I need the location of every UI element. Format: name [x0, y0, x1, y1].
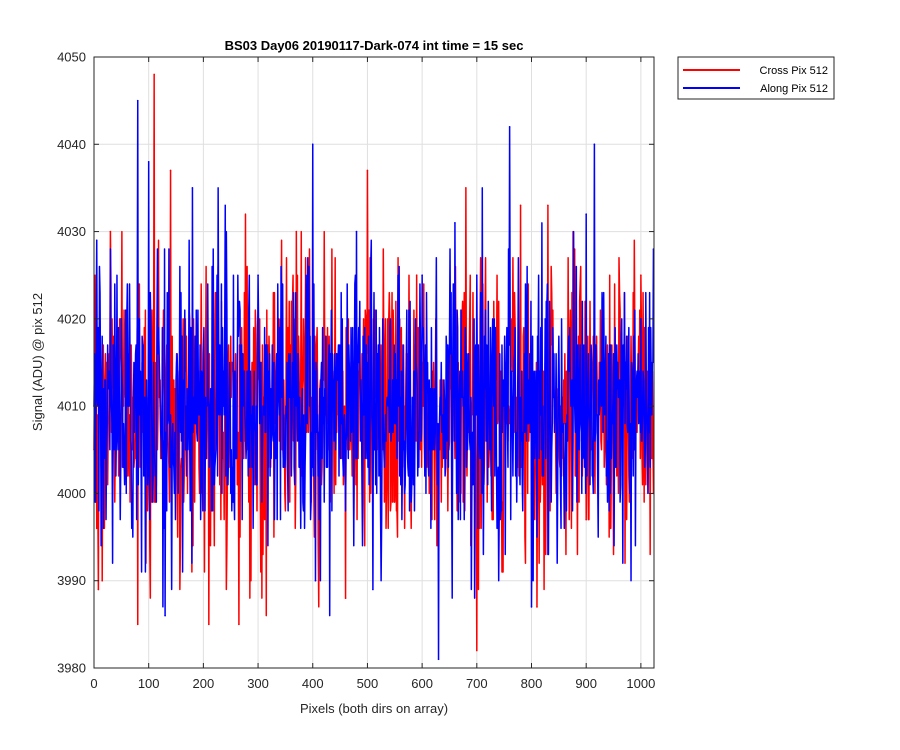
- x-tick-label: 0: [90, 676, 97, 691]
- data-point: [153, 73, 155, 76]
- data-point: [547, 204, 549, 207]
- data-point: [136, 623, 139, 626]
- data-point: [97, 588, 100, 591]
- data-point: [314, 579, 317, 582]
- tick-labels: 0 100 200 300 400 500 600 700 800 900 1000 3980 3990…: [57, 50, 655, 692]
- data-point: [136, 99, 139, 102]
- data-point: [454, 222, 456, 224]
- data-point: [95, 239, 98, 242]
- data-point: [366, 169, 369, 172]
- data-point: [295, 230, 298, 233]
- data-point: [593, 143, 596, 146]
- x-tick-label: 700: [466, 676, 488, 691]
- y-tick-label: 4010: [57, 399, 86, 414]
- data-point: [536, 606, 538, 608]
- x-tick-label: 900: [575, 676, 597, 691]
- ticks: [93, 56, 654, 669]
- y-tick-label: 3990: [57, 573, 86, 588]
- series-line-along: [93, 99, 655, 661]
- data-point: [372, 588, 374, 591]
- data-point: [224, 204, 227, 207]
- data-point: [120, 318, 123, 320]
- data-point: [147, 160, 150, 163]
- data-point: [640, 318, 642, 320]
- legend-label-along: Along Pix 512: [760, 83, 828, 95]
- data-point: [109, 230, 112, 233]
- x-axis-label: Pixels (both dirs on array): [300, 701, 448, 716]
- plot-frame: [93, 56, 655, 669]
- x-tick-label: 300: [247, 676, 269, 691]
- x-tick-label: 200: [193, 676, 215, 691]
- x-tick-label: 600: [411, 676, 433, 691]
- data-point: [355, 230, 358, 233]
- data-point: [530, 606, 533, 608]
- data-point: [208, 623, 210, 626]
- data-point: [437, 658, 440, 661]
- x-tick-label: 400: [302, 676, 324, 691]
- y-tick-label: 4050: [57, 50, 86, 65]
- legend-box: [677, 56, 835, 100]
- data-point: [164, 614, 166, 617]
- data-point: [95, 527, 98, 530]
- chart-title: BS03 Day06 20190117-Dark-074 int time = …: [225, 38, 524, 53]
- x-tick-label: 100: [138, 676, 160, 691]
- data-point: [585, 518, 587, 521]
- data-point: [238, 623, 240, 626]
- y-tick-label: 4020: [57, 311, 86, 326]
- data-point: [191, 187, 194, 189]
- data-point: [476, 274, 478, 277]
- y-tick-label: 3980: [57, 661, 86, 676]
- x-tick-label: 800: [521, 676, 543, 691]
- y-tick-label: 4000: [57, 486, 86, 501]
- data-point: [311, 143, 314, 146]
- data-point: [585, 213, 587, 215]
- data-point: [519, 204, 522, 207]
- x-tick-label: 1000: [626, 676, 655, 691]
- data-point: [640, 274, 642, 277]
- data-point: [257, 274, 259, 277]
- y-axis-label: Signal (ADU) @ pix 512: [30, 293, 45, 431]
- x-tick-label: 500: [357, 676, 379, 691]
- data-point: [344, 597, 347, 599]
- series-layer: [93, 73, 655, 661]
- data-point: [508, 126, 511, 128]
- legend-label-cross: Cross Pix 512: [760, 65, 828, 77]
- data-point: [465, 187, 467, 189]
- y-tick-label: 4030: [57, 224, 86, 239]
- legend: Cross Pix 512 Along Pix 512: [677, 56, 835, 100]
- data-point: [476, 649, 478, 652]
- data-point: [415, 274, 418, 277]
- data-point: [101, 579, 104, 582]
- y-tick-label: 4040: [57, 137, 86, 152]
- data-point: [421, 274, 423, 277]
- data-point: [169, 169, 172, 172]
